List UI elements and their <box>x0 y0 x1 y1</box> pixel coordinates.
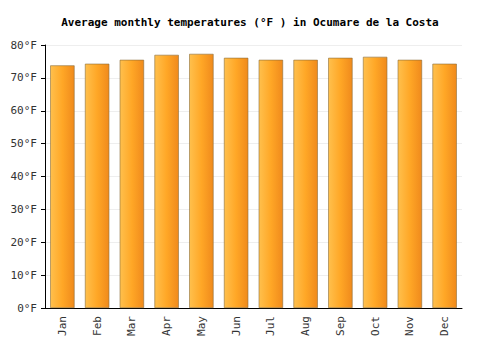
svg-text:40°F: 40°F <box>11 170 38 183</box>
svg-text:20°F: 20°F <box>11 236 38 249</box>
svg-text:Dec: Dec <box>438 316 451 336</box>
svg-text:Jul: Jul <box>264 316 277 336</box>
svg-text:10°F: 10°F <box>11 269 38 282</box>
svg-text:50°F: 50°F <box>11 137 38 150</box>
svg-text:30°F: 30°F <box>11 203 38 216</box>
svg-text:Nov: Nov <box>403 316 416 336</box>
svg-text:Jan: Jan <box>56 316 69 336</box>
svg-text:Mar: Mar <box>125 316 138 336</box>
svg-text:Oct: Oct <box>369 316 382 336</box>
svg-text:Average monthly temperatures (: Average monthly temperatures (°F ) in Oc… <box>61 16 439 29</box>
svg-text:60°F: 60°F <box>11 104 38 117</box>
svg-text:Jun: Jun <box>230 316 243 336</box>
svg-text:Sep: Sep <box>334 316 347 336</box>
svg-text:Apr: Apr <box>160 316 173 336</box>
svg-text:0°F: 0°F <box>17 302 37 315</box>
svg-text:Aug: Aug <box>299 316 312 336</box>
svg-text:Feb: Feb <box>91 316 104 336</box>
svg-text:70°F: 70°F <box>11 71 38 84</box>
svg-text:May: May <box>195 316 208 336</box>
svg-text:80°F: 80°F <box>11 39 38 52</box>
